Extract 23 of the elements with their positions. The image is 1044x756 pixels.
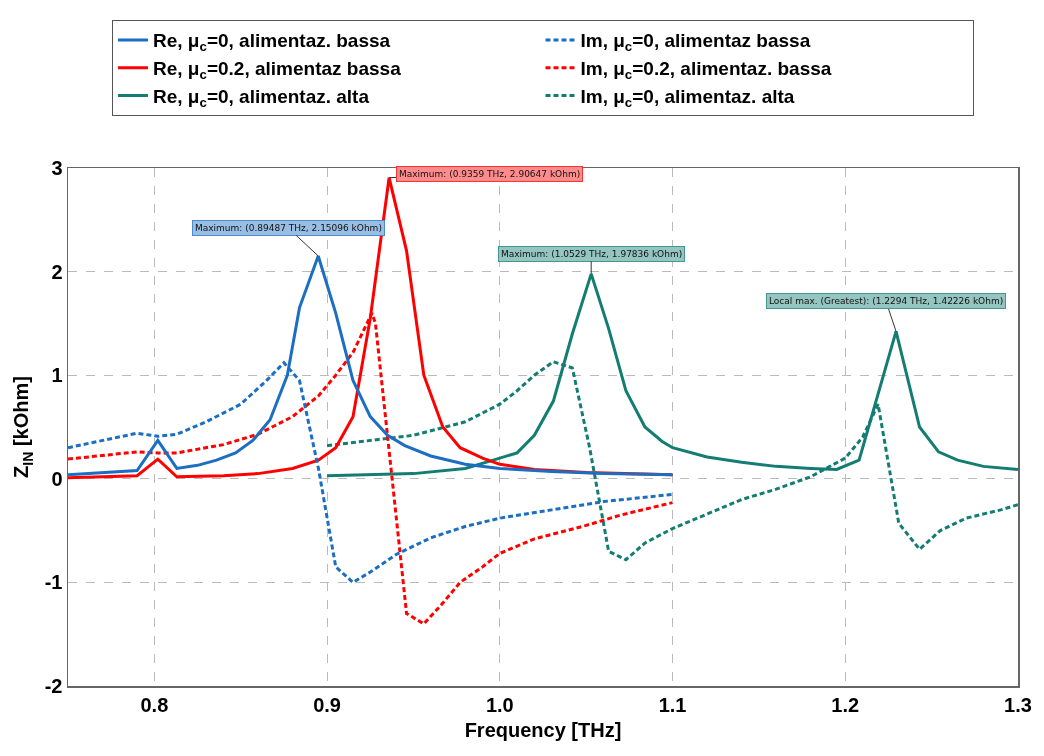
annotation: Maximum: (1.0529 THz, 1.97836 kOhm) <box>501 249 683 259</box>
legend-label: Im, μ$_{c}$=0, alimentaz. alta <box>580 85 795 110</box>
y-tick-label: 2 <box>51 260 63 283</box>
y-tick-label: 0 <box>51 467 63 490</box>
x-axis-title: Frequency [THz] <box>464 718 622 741</box>
x-tick-label: 1.3 <box>1004 693 1032 716</box>
y-tick-label: -2 <box>44 675 63 697</box>
legend-label: Re, μ$_{c}$=0.2, alimentaz bassa <box>153 58 402 83</box>
x-tick-label: 1.1 <box>658 693 687 716</box>
legend-label: Re, μ$_{c}$=0, alimentaz. bassa <box>153 30 391 55</box>
y-tick-label: 3 <box>51 157 63 179</box>
annotation: Local max. (Greatest): (1.2294 THz, 1.42226 kOhm) <box>769 296 1004 306</box>
x-tick-label: 1.0 <box>485 693 514 716</box>
y-tick-label: 1 <box>51 364 63 387</box>
x-tick-label: 1.2 <box>831 693 860 716</box>
legend-label: Re, μ$_{c}$=0, alimentaz. alta <box>153 85 370 110</box>
x-tick-label: 0.8 <box>140 693 169 716</box>
annotation: Maximum: (0.89487 THz, 2.15096 kOhm) <box>195 223 382 233</box>
x-tick-label: 0.9 <box>313 693 341 716</box>
legend-label: Im, μ$_{c}$=0, alimentaz bassa <box>580 30 811 55</box>
annotation: Maximum: (0.9359 THz, 2.90647 kOhm) <box>399 169 581 179</box>
y-tick-label: -1 <box>44 571 63 594</box>
legend-label: Im, μ$_{c}$=0.2, alimentaz. bassa <box>580 58 832 83</box>
